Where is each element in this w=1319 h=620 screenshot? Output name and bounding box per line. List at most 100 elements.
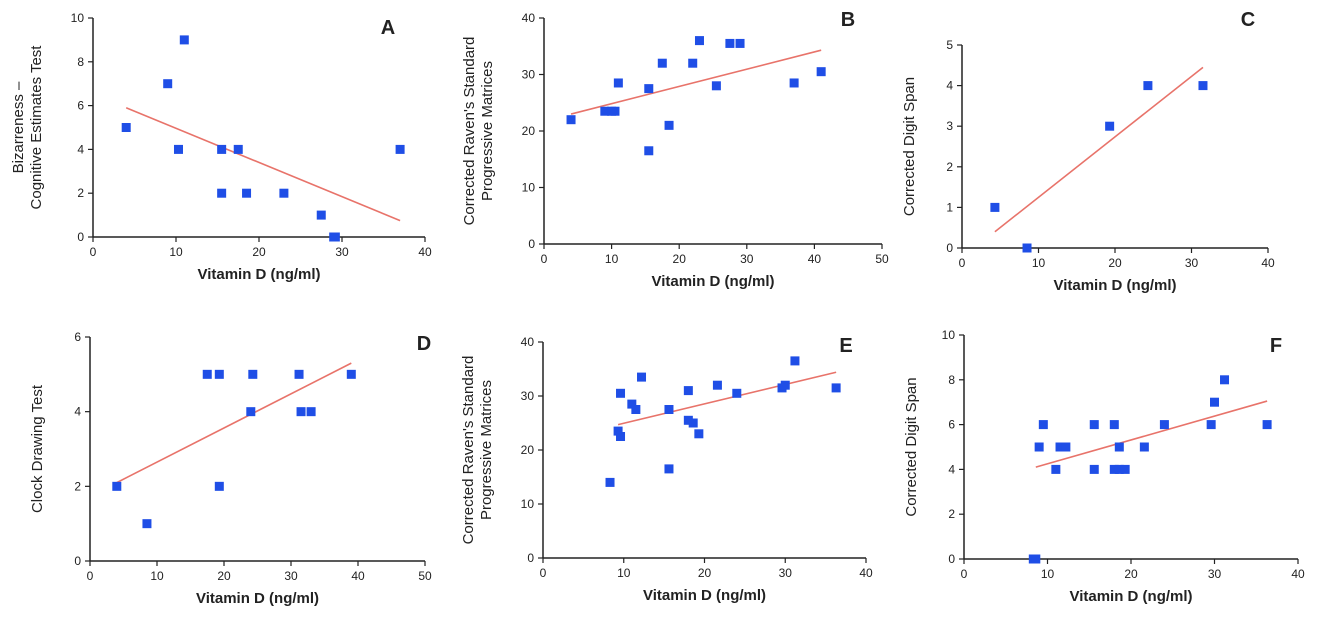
x-tick-label: 30 (1208, 567, 1222, 581)
y-tick-label: 40 (522, 11, 536, 25)
x-axis-label: Vitamin D (ng/ml) (1053, 277, 1176, 294)
x-tick-label: 40 (1261, 256, 1275, 270)
data-point (202, 369, 212, 379)
data-point (1031, 554, 1041, 564)
y-axis-label: Bizarreness – (10, 81, 27, 173)
x-axis-label: Vitamin D (ng/ml) (196, 590, 319, 607)
data-point (644, 84, 654, 94)
x-tick-label: 20 (1108, 256, 1122, 270)
data-point (1159, 420, 1169, 430)
x-tick-label: 20 (1124, 567, 1138, 581)
data-point (725, 38, 735, 48)
data-point (664, 120, 674, 130)
data-point (1109, 464, 1119, 474)
y-tick-label: 10 (522, 181, 536, 195)
data-point (605, 477, 615, 487)
x-tick-label: 10 (617, 566, 631, 580)
y-tick-label: 4 (77, 142, 84, 156)
data-point (566, 115, 576, 125)
y-tick-label: 20 (522, 124, 536, 138)
data-point (214, 481, 224, 491)
x-tick-label: 10 (1041, 567, 1055, 581)
panel-d: 0 10 20 30 40 50 0 2 4 6 Vitamin D (ng/ml) Clock Dr… (29, 330, 432, 607)
y-tick-label: 30 (522, 68, 536, 82)
y-tick-label: 6 (948, 418, 955, 432)
data-point (831, 383, 841, 393)
data-point (816, 67, 826, 77)
data-point (780, 380, 790, 390)
y-tick-label: 40 (521, 335, 535, 349)
panel-letter: F (1270, 335, 1282, 357)
trend-line (116, 362, 352, 484)
data-point (688, 58, 698, 68)
trend-line (125, 107, 401, 222)
data-point (306, 407, 316, 417)
data-point (112, 481, 122, 491)
y-tick-label: 2 (77, 186, 84, 200)
data-point (279, 188, 289, 198)
x-tick-label: 30 (779, 566, 793, 580)
data-point (1114, 464, 1124, 474)
y-tick-label: 10 (71, 11, 85, 25)
x-tick-label: 30 (335, 245, 349, 259)
y-tick-label: 0 (74, 554, 81, 568)
data-point (790, 356, 800, 366)
y-tick-label: 10 (942, 328, 956, 342)
data-point (248, 369, 258, 379)
data-point (683, 386, 693, 396)
panel-c: 0 10 20 30 40 0 1 2 3 4 5 Vitamin D (ng/ml) Correcte… (901, 9, 1275, 294)
data-point (1022, 243, 1032, 253)
panel-a: 0 10 20 30 40 0 2 4 6 8 10 Vitamin D (ng/ml) Bizarre… (10, 11, 432, 283)
panel-letter: B (841, 9, 855, 31)
data-point (694, 429, 704, 439)
data-point (1114, 442, 1124, 452)
y-axis-label: Clock Drawing Test (29, 384, 46, 513)
data-point (330, 232, 340, 242)
data-point (1089, 464, 1099, 474)
x-axis-label: Vitamin D (ng/ml) (1069, 588, 1192, 605)
data-point (1206, 420, 1216, 430)
trend-line (1035, 400, 1268, 468)
y-axis-label: Corrected Digit Span (903, 377, 920, 516)
data-point (616, 388, 626, 398)
x-tick-label: 40 (808, 252, 822, 266)
data-point (173, 144, 183, 154)
y-tick-label: 4 (74, 405, 81, 419)
x-tick-label: 0 (90, 245, 97, 259)
y-tick-label: 5 (946, 38, 953, 52)
data-point (1262, 420, 1272, 430)
data-point (296, 407, 306, 417)
x-tick-label: 10 (605, 252, 619, 266)
trend-line (617, 371, 837, 426)
y-tick-label: 4 (946, 79, 953, 93)
data-point (732, 388, 742, 398)
data-point (664, 464, 674, 474)
data-point (217, 188, 227, 198)
y-tick-label: 1 (946, 200, 953, 214)
x-axis-label: Vitamin D (ng/ml) (643, 587, 766, 604)
panel-letter: E (839, 335, 852, 357)
y-axis-label: Progressive Matrices (478, 380, 495, 520)
data-point (1109, 420, 1119, 430)
data-point (664, 405, 674, 414)
data-point (613, 78, 623, 88)
x-tick-label: 20 (252, 245, 266, 259)
data-point (688, 418, 698, 428)
x-tick-label: 0 (541, 252, 548, 266)
data-point (246, 407, 256, 417)
trend-line (994, 66, 1204, 233)
data-point (1210, 397, 1219, 407)
y-axis-label: Progressive Matrices (479, 61, 496, 201)
data-point (616, 432, 626, 441)
data-point (121, 123, 131, 132)
x-tick-label: 0 (959, 256, 966, 270)
data-point (613, 426, 623, 436)
y-tick-label: 2 (74, 479, 81, 493)
x-tick-label: 20 (217, 569, 231, 583)
data-point (657, 58, 667, 68)
y-tick-label: 8 (77, 55, 84, 69)
data-point (600, 106, 610, 116)
x-tick-label: 0 (540, 566, 547, 580)
data-point (694, 36, 704, 46)
